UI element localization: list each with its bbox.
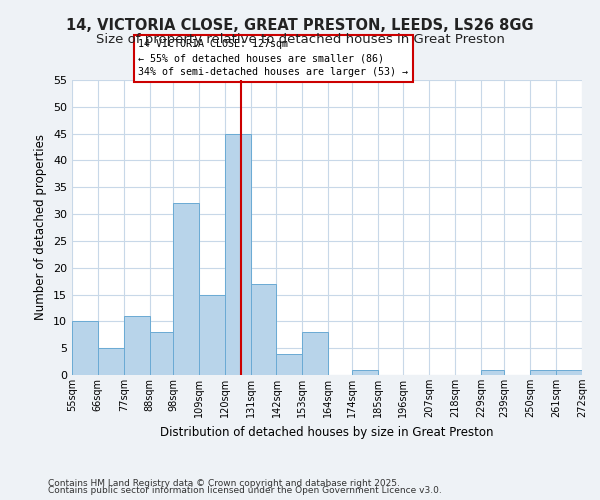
Text: Size of property relative to detached houses in Great Preston: Size of property relative to detached ho… [95, 32, 505, 46]
Bar [251, 284, 277, 375]
Y-axis label: Number of detached properties: Number of detached properties [34, 134, 47, 320]
Bar [98, 348, 124, 375]
Text: 14, VICTORIA CLOSE, GREAT PRESTON, LEEDS, LS26 8GG: 14, VICTORIA CLOSE, GREAT PRESTON, LEEDS… [66, 18, 534, 32]
Bar [199, 294, 225, 375]
Bar [530, 370, 556, 375]
Bar [556, 370, 582, 375]
Text: Contains public sector information licensed under the Open Government Licence v3: Contains public sector information licen… [48, 486, 442, 495]
Bar [225, 134, 251, 375]
Text: 14 VICTORIA CLOSE: 127sqm
← 55% of detached houses are smaller (86)
34% of semi-: 14 VICTORIA CLOSE: 127sqm ← 55% of detac… [139, 39, 409, 77]
Bar [173, 204, 199, 375]
Bar [481, 370, 505, 375]
Bar [352, 370, 377, 375]
X-axis label: Distribution of detached houses by size in Great Preston: Distribution of detached houses by size … [160, 426, 494, 438]
Text: Contains HM Land Registry data © Crown copyright and database right 2025.: Contains HM Land Registry data © Crown c… [48, 478, 400, 488]
Bar [277, 354, 302, 375]
Bar [72, 322, 98, 375]
Bar [302, 332, 328, 375]
Bar [124, 316, 149, 375]
Bar [149, 332, 173, 375]
